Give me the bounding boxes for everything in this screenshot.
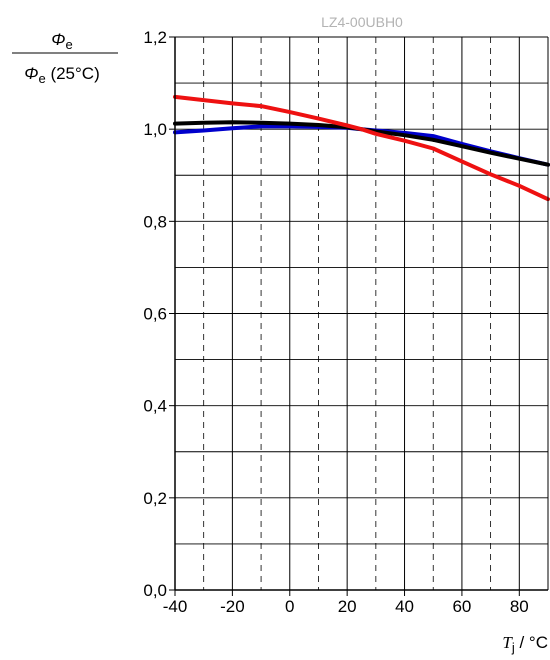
y-label-num-symbol: Φ: [51, 30, 65, 49]
series-line-1: [173, 124, 550, 167]
y-axis-label: Φe Φe (25°C): [12, 30, 118, 86]
series-lines: [173, 94, 550, 202]
y-tick-label: 0,4: [143, 397, 167, 416]
y-tick-label: 0,8: [143, 212, 167, 231]
grid: [175, 37, 548, 590]
watermark: LZ4-00UBH0: [321, 14, 403, 30]
x-label-rest: / °C: [515, 633, 548, 652]
y-label-den-rest: (25°C): [46, 64, 100, 83]
x-tick-label: 20: [338, 597, 357, 616]
x-tick-label: 80: [510, 597, 529, 616]
x-label-subscript: j: [511, 640, 515, 655]
series-line-3: [173, 94, 550, 202]
y-label-num-subscript: e: [66, 37, 73, 52]
x-tick-label: -20: [220, 597, 245, 616]
y-label-den-symbol: Φ: [24, 64, 38, 83]
y-tick-label: 0,6: [143, 305, 167, 324]
y-tick-label: 0,2: [143, 489, 167, 508]
y-label-denominator: Φe (25°C): [24, 64, 100, 86]
tick-labels: 0,0 0,2 0,4 0,6 0,8 1,0 1,2 -40 -20 0 20 40 60 80: [143, 28, 528, 616]
x-tick-label: -40: [163, 597, 188, 616]
x-axis-label: Tj / °C: [502, 633, 548, 655]
y-label-den-subscript: e: [38, 71, 45, 86]
y-label-numerator: Φe: [51, 30, 72, 52]
x-tick-label: 40: [395, 597, 414, 616]
y-tick-label: 1,0: [143, 120, 167, 139]
x-label-symbol: T: [502, 633, 513, 652]
y-tick-label: 1,2: [143, 28, 167, 47]
x-tick-label: 0: [285, 597, 294, 616]
axes: [169, 36, 549, 596]
y-tick-label: 0,0: [143, 581, 167, 600]
x-tick-label: 60: [452, 597, 471, 616]
